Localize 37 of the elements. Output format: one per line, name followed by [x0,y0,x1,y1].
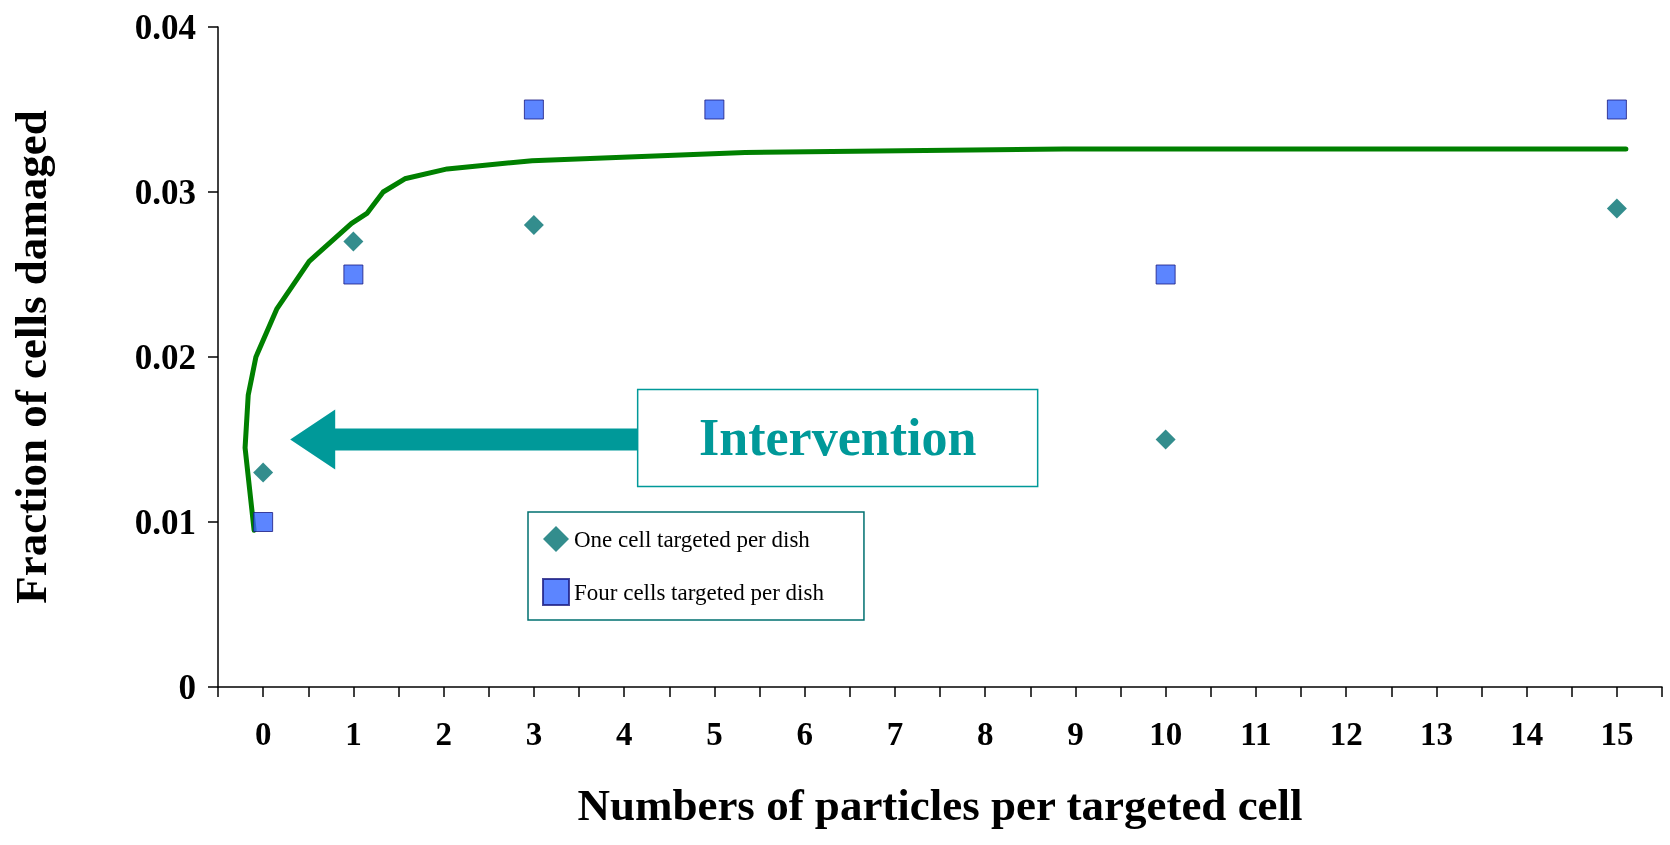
y-axis-title: Fraction of cells damaged [5,110,56,604]
x-tick-label: 10 [1149,715,1183,752]
x-tick-label: 1 [345,715,362,752]
x-axis-title: Numbers of particles per targeted cell [577,779,1303,830]
x-tick-label: 3 [525,715,543,752]
x-tick-label: 8 [976,715,994,752]
point [1606,99,1627,120]
point [523,99,544,120]
x-tick-label: 11 [1240,715,1272,752]
y-tick-label: 0.04 [134,7,196,47]
x-tick-label: 12 [1329,715,1363,752]
x-tick-label: 0 [254,715,272,752]
x-tick-label: 14 [1510,715,1544,752]
x-tick-label: 13 [1419,715,1453,752]
annotation: Intervention [699,409,977,466]
point [343,231,364,252]
point [253,512,274,532]
x-tick-label: 4 [615,715,633,752]
point [253,462,274,483]
y-tick-label: 0.03 [134,172,196,212]
y-tick-label: 0.01 [134,502,196,542]
point [523,215,544,235]
legend-label: Four cells targeted per dish [574,579,825,605]
point [704,99,725,120]
x-tick-label: 9 [1067,715,1084,752]
x-tick-label: 5 [706,715,723,752]
point [1155,429,1176,450]
x-tick-label: 15 [1600,715,1634,752]
y-tick-label: 0 [178,667,196,707]
point [343,264,364,285]
x-tick-label: 6 [796,715,813,752]
point [1155,264,1176,285]
point [1606,198,1627,219]
legend-label: One cell targeted per dish [574,526,811,552]
x-tick-label: 2 [435,715,452,752]
y-tick-label: 0.02 [134,337,196,377]
x-tick-label: 7 [886,715,904,752]
